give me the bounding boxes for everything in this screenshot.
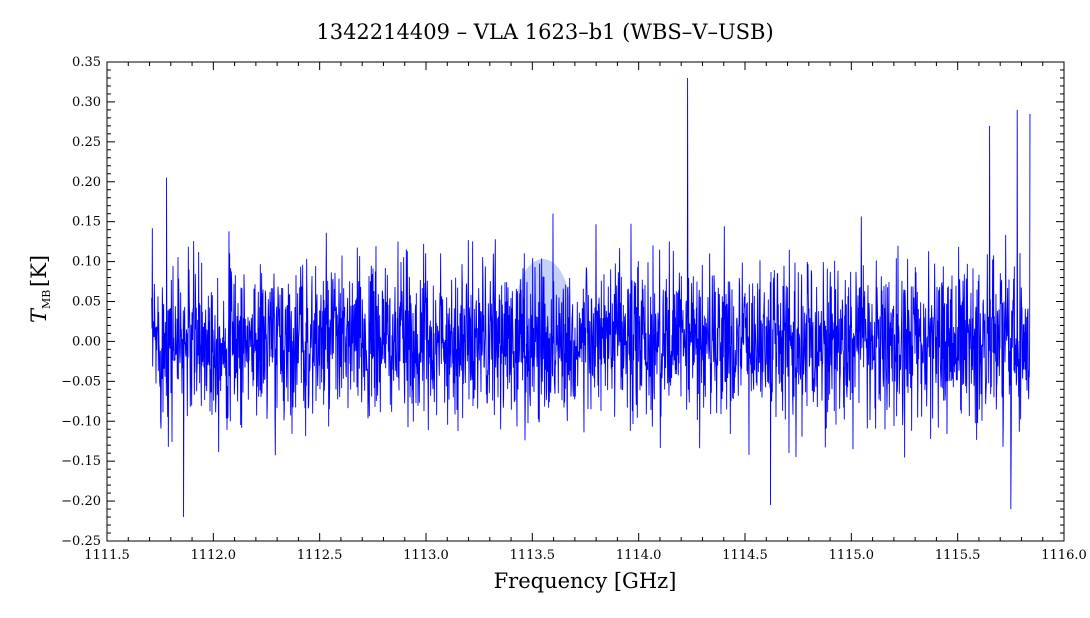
y-tick-label: 0.20: [72, 175, 101, 190]
y-tick-label: 0.10: [72, 255, 101, 270]
x-tick-label: 1115.0: [829, 548, 875, 563]
y-axis-label: T MB [K]: [27, 255, 53, 323]
y-tick-label: −0.15: [61, 454, 101, 469]
x-tick-label: 1112.0: [191, 548, 237, 563]
spectrum-series-line: [152, 78, 1030, 517]
x-tick-label: 1114.5: [722, 548, 768, 563]
x-tick-label: 1111.5: [84, 548, 130, 563]
x-tick-label: 1115.5: [935, 548, 981, 563]
y-tick-label: 0.15: [72, 215, 101, 230]
series-layer: [152, 78, 1030, 517]
y-tick-label: −0.05: [61, 374, 101, 389]
x-axis-label: Frequency [GHz]: [494, 569, 677, 593]
y-tick-label: −0.10: [61, 414, 101, 429]
y-tick-label: 0.35: [72, 55, 101, 70]
y-tick-label: −0.20: [61, 494, 101, 509]
x-tick-label: 1113.5: [510, 548, 556, 563]
y-tick-label: −0.25: [61, 534, 101, 549]
x-tick-label: 1116.0: [1041, 548, 1087, 563]
chart-title: 1342214409 – VLA 1623–b1 (WBS–V–USB): [316, 20, 773, 44]
x-tick-label: 1113.0: [403, 548, 449, 563]
y-tick-label: 0.25: [72, 135, 101, 150]
y-tick-label: 0.05: [72, 295, 101, 310]
y-tick-label: 0.30: [72, 95, 101, 110]
x-tick-label: 1112.5: [297, 548, 343, 563]
plot-area: HIFI SH 1111.5 1112.0 1112.5 1113.0 1113.5 11…: [61, 55, 1087, 563]
y-axis-label-unit: [K]: [27, 255, 51, 287]
x-tick-label: 1114.0: [616, 548, 662, 563]
y-tick-label: 0.00: [72, 334, 101, 349]
y-axis-label-sub: MB: [40, 290, 53, 309]
